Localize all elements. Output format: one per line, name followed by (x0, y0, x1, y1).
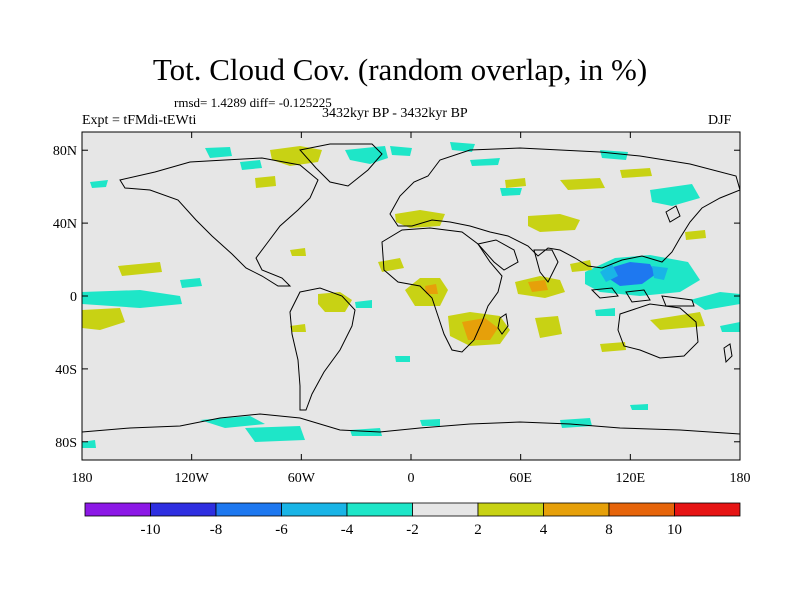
lat-tick-label: 80N (53, 144, 77, 159)
stats-label: rmsd= 1.4289 diff= -0.125225 (174, 95, 332, 110)
colorbar-swatch (674, 502, 741, 517)
colorbar-swatch (477, 502, 544, 517)
colorbar: -10 -8 -6 -4 -2 2 4 8 10 (84, 502, 741, 538)
lat-tick-label: 0 (70, 290, 77, 305)
colorbar-label: -10 (141, 522, 161, 538)
colorbar-swatch (608, 502, 675, 517)
anomaly-field (82, 142, 740, 448)
lon-tick-label: 120E (616, 471, 646, 486)
lat-tick-label: 40N (53, 217, 77, 232)
season-label: DJF (708, 113, 732, 128)
colorbar-swatch (150, 502, 217, 517)
colorbar-label: 10 (667, 522, 682, 538)
experiment-label: Expt = tFMdi-tEWti (82, 113, 197, 128)
anomaly-patches-strong-positive (425, 280, 548, 340)
colorbar-swatch (346, 502, 413, 517)
lon-tick-label: 60W (288, 471, 316, 486)
lon-tick-label: 120W (175, 471, 210, 486)
lat-tick-label: 40S (55, 363, 77, 378)
lon-tick-label: 60E (509, 471, 532, 486)
lon-tick-label: 180 (72, 471, 93, 486)
colorbar-label: 2 (474, 522, 482, 538)
period-label: 3432kyr BP - 3432kyr BP (322, 106, 468, 121)
colorbar-label: -2 (406, 522, 419, 538)
map-title: Tot. Cloud Cov. (random overlap, in %) (152, 52, 648, 87)
anomaly-patches-strong-negative (608, 262, 656, 286)
lon-tick-label: 180 (730, 471, 751, 486)
colorbar-label: -4 (341, 522, 354, 538)
colorbar-swatch (281, 502, 348, 517)
lon-tick-label: 0 (408, 471, 415, 486)
coastlines (82, 143, 740, 435)
latitude-axis: 80N 40N 0 40S 80S (53, 144, 740, 451)
colorbar-swatch (215, 502, 282, 517)
colorbar-swatch (543, 502, 610, 517)
longitude-axis: 180 120W 60W 0 60E 120E 180 (72, 132, 751, 486)
colorbar-label: 4 (540, 522, 548, 538)
anomaly-patches-medium-negative (600, 264, 668, 282)
colorbar-swatch (84, 502, 151, 517)
colorbar-label: 8 (605, 522, 613, 538)
colorbar-swatch (412, 502, 479, 517)
colorbar-label: -6 (275, 522, 288, 538)
colorbar-label: -8 (210, 522, 223, 538)
lat-tick-label: 80S (55, 436, 77, 451)
